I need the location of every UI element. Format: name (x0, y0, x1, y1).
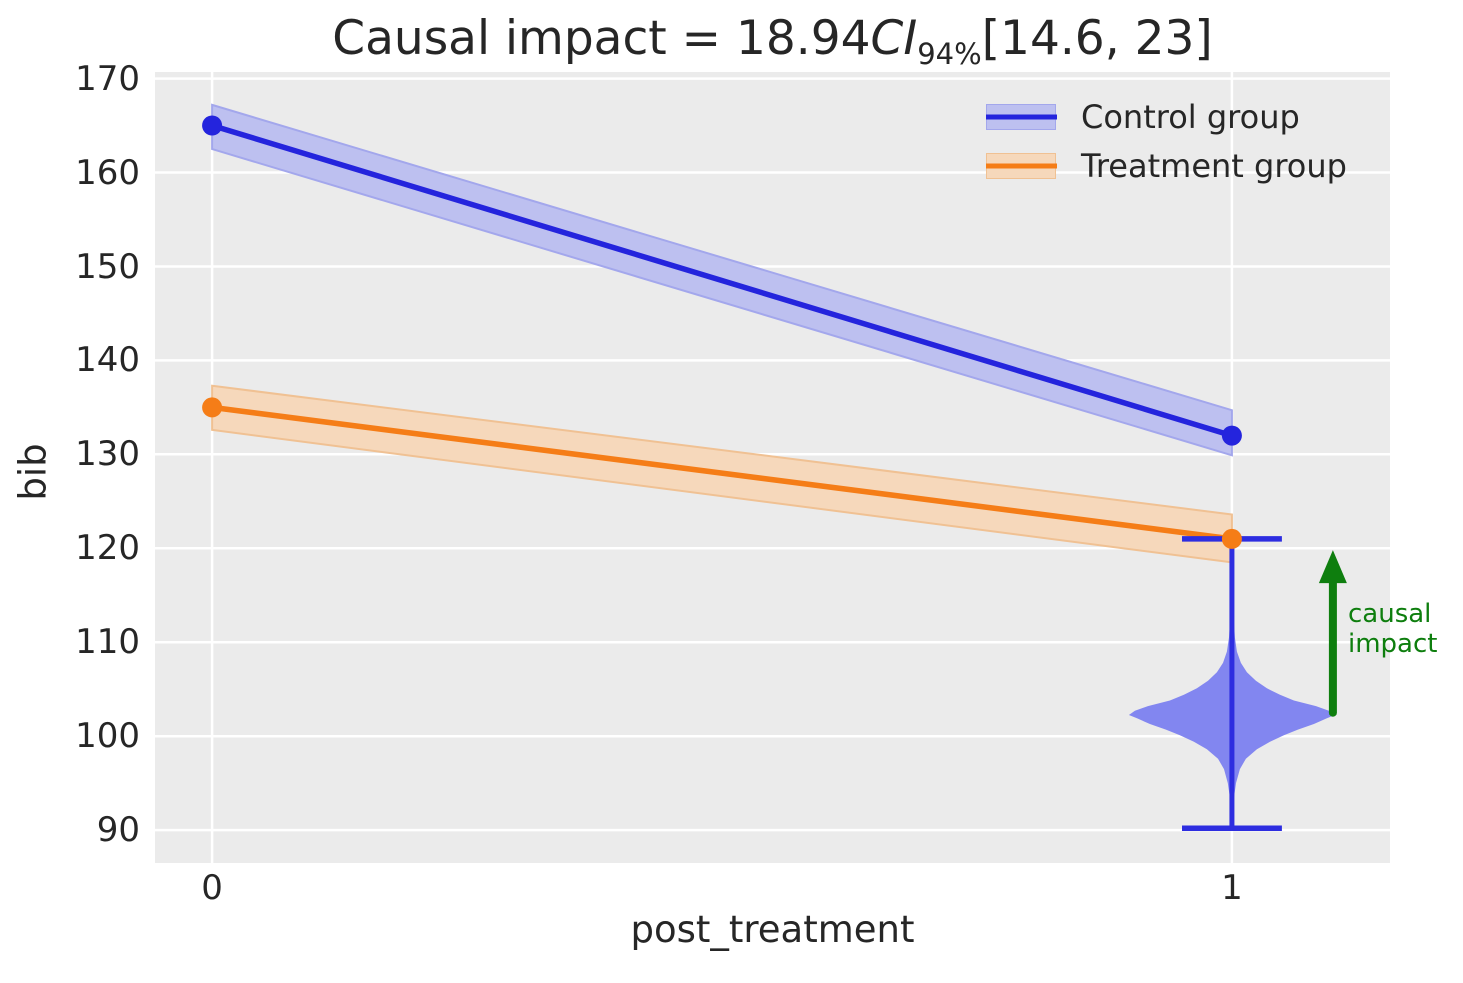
y-tick-label: 110 (75, 622, 140, 663)
data-point-0-0 (202, 115, 223, 136)
data-point-1-1 (1221, 528, 1242, 549)
data-point-1-0 (202, 397, 223, 418)
y-tick-label: 140 (75, 340, 140, 381)
chart-title-ci-subscript: 94% (917, 37, 982, 71)
y-tick-label: 160 (75, 152, 140, 193)
legend-item-control: Control group (985, 92, 1347, 141)
y-tick-label: 100 (75, 716, 140, 757)
legend-line-1 (985, 163, 1057, 168)
x-axis-label: post_treatment (630, 908, 915, 951)
legend-item-treatment: Treatment group (985, 141, 1347, 190)
chart-title-ci: CI (870, 11, 918, 66)
legend-swatch-1 (985, 152, 1057, 179)
y-tick-label: 120 (75, 528, 140, 569)
causal-impact-annotation: causal impact (1348, 599, 1438, 659)
chart-title-interval: [14.6, 23] (981, 11, 1213, 66)
causal-impact-arrow-head (1318, 550, 1347, 584)
x-tick-label: 1 (1221, 868, 1243, 908)
legend-line-0 (985, 114, 1057, 119)
legend-swatch-0 (985, 103, 1057, 130)
legend-label-control: Control group (1081, 97, 1300, 136)
y-tick-label: 90 (96, 810, 140, 851)
legend-label-treatment: Treatment group (1081, 146, 1347, 185)
chart-title: Causal impact = 18.94CI94%[14.6, 23] (155, 11, 1390, 70)
chart-title-prefix: Causal impact = 18.94 (332, 11, 871, 66)
y-tick-label: 150 (75, 246, 140, 287)
x-tick-label: 0 (201, 868, 223, 908)
series-line-0 (209, 122, 1235, 439)
data-point-0-1 (1221, 425, 1242, 446)
series-line-1 (209, 404, 1235, 542)
y-axis-label: bib (11, 443, 55, 501)
legend: Control group Treatment group (985, 92, 1347, 190)
y-tick-label: 130 (75, 434, 140, 475)
y-tick-label: 170 (75, 58, 140, 99)
